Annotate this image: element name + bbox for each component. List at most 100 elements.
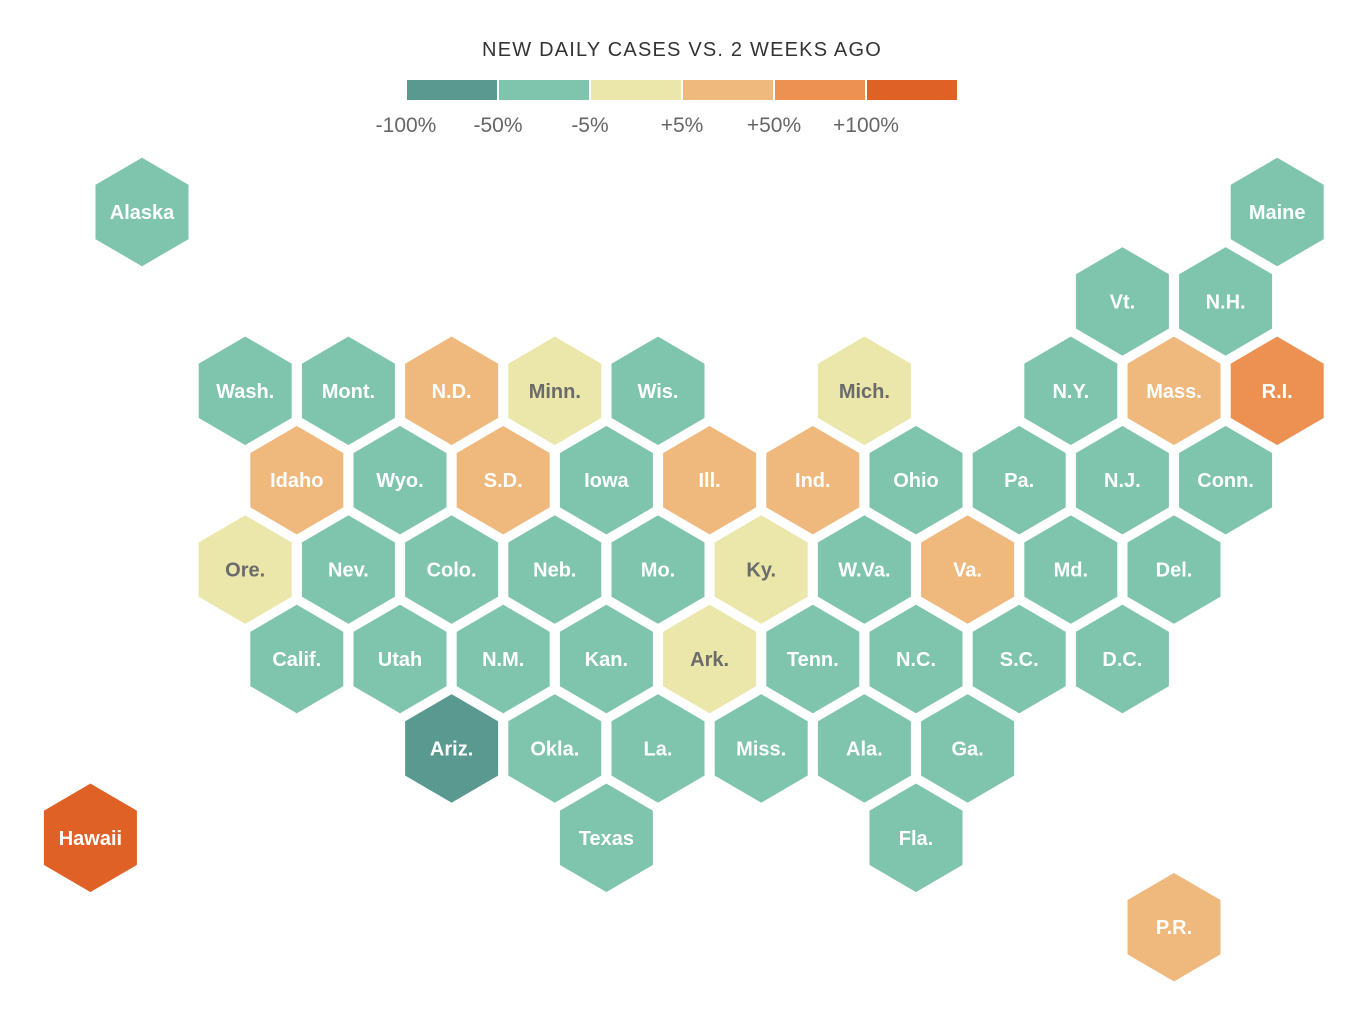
- state-r-i: R.I.: [1227, 333, 1327, 449]
- state-wash: Wash.: [195, 333, 295, 449]
- state-label: Md.: [1054, 560, 1088, 582]
- state-hexagon: [814, 690, 914, 806]
- state-hexagon: [1124, 869, 1224, 985]
- state-hexagon: [969, 601, 1069, 717]
- state-hexagon: [1021, 512, 1121, 628]
- state-ala: Ala.: [814, 690, 914, 806]
- state-label: Alaska: [110, 202, 175, 224]
- state-label: Fla.: [899, 828, 933, 850]
- state-hexagon: [660, 422, 760, 538]
- state-label: Mass.: [1146, 381, 1202, 403]
- state-label: Del.: [1156, 560, 1193, 582]
- state-label: Miss.: [736, 738, 786, 760]
- state-hexagon: [660, 601, 760, 717]
- state-hawaii: Hawaii: [40, 780, 140, 896]
- legend-label-minus-50-pct: -50%: [473, 114, 522, 137]
- state-label: Ala.: [846, 738, 883, 760]
- state-label: Texas: [579, 828, 634, 850]
- state-hexagon: [298, 512, 398, 628]
- state-label: D.C.: [1102, 649, 1142, 671]
- state-label: Vt.: [1110, 291, 1136, 313]
- state-label: Utah: [378, 649, 422, 671]
- legend-swatch-minus-5-pct: [591, 80, 681, 100]
- state-mo: Mo.: [608, 512, 708, 628]
- state-label: P.R.: [1156, 917, 1192, 939]
- state-fla: Fla.: [866, 780, 966, 896]
- state-label: N.C.: [896, 649, 936, 671]
- state-n-y: N.Y.: [1021, 333, 1121, 449]
- state-ga: Ga.: [918, 690, 1018, 806]
- state-label: Pa.: [1004, 470, 1034, 492]
- state-s-c: S.C.: [969, 601, 1069, 717]
- state-nev: Nev.: [298, 512, 398, 628]
- state-n-d: N.D.: [402, 333, 502, 449]
- state-kan: Kan.: [556, 601, 656, 717]
- state-label: Ga.: [951, 738, 983, 760]
- state-label: Ark.: [690, 649, 729, 671]
- state-hexagon: [350, 601, 450, 717]
- state-label: N.D.: [432, 381, 472, 403]
- state-n-j: N.J.: [1072, 422, 1172, 538]
- state-label: Ind.: [795, 470, 831, 492]
- state-d-c: D.C.: [1072, 601, 1172, 717]
- state-hexagon: [556, 780, 656, 896]
- state-hexagon: [298, 333, 398, 449]
- state-mont: Mont.: [298, 333, 398, 449]
- state-miss: Miss.: [711, 690, 811, 806]
- state-label: Colo.: [427, 560, 477, 582]
- state-hexagon: [40, 780, 140, 896]
- legend-swatch-plusminus-50-pct: [775, 80, 865, 100]
- state-hexagon: [1227, 154, 1327, 270]
- state-label: Ariz.: [430, 738, 473, 760]
- state-hexagon: [866, 422, 966, 538]
- state-hexagon: [505, 512, 605, 628]
- state-label: Mo.: [641, 560, 675, 582]
- state-hexagon: [1072, 422, 1172, 538]
- state-okla: Okla.: [505, 690, 605, 806]
- state-label: Maine: [1249, 202, 1306, 224]
- state-w-va: W.Va.: [814, 512, 914, 628]
- state-label: Okla.: [530, 738, 579, 760]
- legend-label-plusminus-100-pct: +100%: [833, 114, 899, 137]
- legend-label-plusminus-5-pct: +5%: [661, 114, 704, 137]
- state-ohio: Ohio: [866, 422, 966, 538]
- state-ariz: Ariz.: [402, 690, 502, 806]
- state-label: R.I.: [1262, 381, 1293, 403]
- state-label: N.J.: [1104, 470, 1141, 492]
- state-label: Ky.: [746, 560, 776, 582]
- state-label: Ore.: [225, 560, 265, 582]
- state-iowa: Iowa: [556, 422, 656, 538]
- state-alaska: Alaska: [92, 154, 192, 270]
- state-hexagon: [608, 512, 708, 628]
- state-colo: Colo.: [402, 512, 502, 628]
- state-n-h: N.H.: [1176, 243, 1276, 359]
- state-idaho: Idaho: [247, 422, 347, 538]
- legend-label-minus-5-pct: -5%: [571, 114, 608, 137]
- state-label: Wis.: [638, 381, 679, 403]
- state-label: Wyo.: [376, 470, 423, 492]
- legend-swatch-plusminus-5-pct: [683, 80, 773, 100]
- state-hexagon: [247, 601, 347, 717]
- state-label: Hawaii: [59, 828, 122, 850]
- state-label: Iowa: [584, 470, 629, 492]
- state-mich: Mich.: [814, 333, 914, 449]
- state-label: Ohio: [893, 470, 939, 492]
- state-pa: Pa.: [969, 422, 1069, 538]
- state-hexagon: [1227, 333, 1327, 449]
- state-label: Mich.: [839, 381, 890, 403]
- legend-label-plusminus-50-pct: +50%: [747, 114, 801, 137]
- state-texas: Texas: [556, 780, 656, 896]
- legend-label-minus-100-pct: -100%: [376, 114, 437, 137]
- state-maine: Maine: [1227, 154, 1327, 270]
- state-hexagon: [453, 422, 553, 538]
- state-n-m: N.M.: [453, 601, 553, 717]
- state-ore: Ore.: [195, 512, 295, 628]
- state-label: Nev.: [328, 560, 369, 582]
- state-hexagon: [350, 422, 450, 538]
- state-la: La.: [608, 690, 708, 806]
- state-hexagon: [556, 422, 656, 538]
- state-hexagon: [866, 601, 966, 717]
- state-hexagon: [763, 422, 863, 538]
- state-md: Md.: [1021, 512, 1121, 628]
